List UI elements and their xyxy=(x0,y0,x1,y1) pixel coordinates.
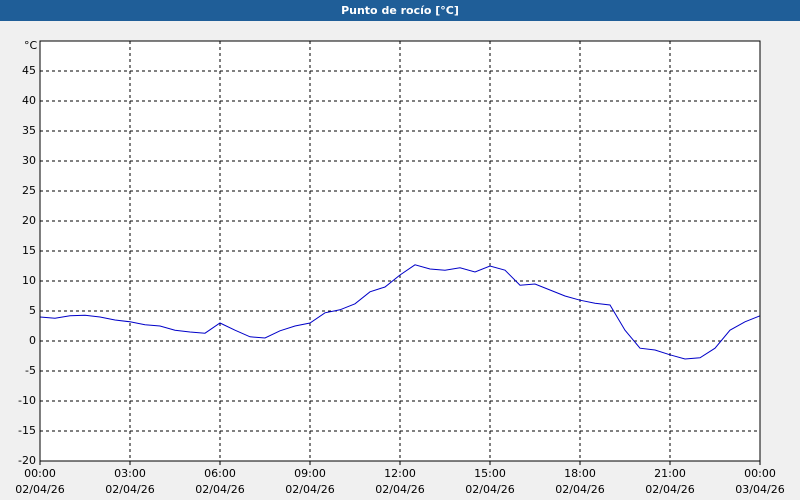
x-tick-date: 02/04/26 xyxy=(555,483,604,496)
x-tick-date: 02/04/26 xyxy=(15,483,64,496)
x-tick-label: 00:00 xyxy=(744,467,776,480)
x-tick-label: 18:00 xyxy=(564,467,596,480)
y-tick-label: 0 xyxy=(29,334,36,347)
y-tick-label: -10 xyxy=(18,394,36,407)
x-tick-label: 09:00 xyxy=(294,467,326,480)
y-tick-label: 15 xyxy=(22,244,36,257)
x-tick-label: 21:00 xyxy=(654,467,686,480)
x-tick-date: 03/04/26 xyxy=(735,483,784,496)
x-tick-date: 02/04/26 xyxy=(645,483,694,496)
title-bar xyxy=(0,0,800,21)
x-tick-label: 03:00 xyxy=(114,467,146,480)
y-tick-label: 5 xyxy=(29,304,36,317)
x-tick-label: 15:00 xyxy=(474,467,506,480)
plot-area xyxy=(39,40,761,462)
data-line xyxy=(39,264,761,360)
y-tick-label: -20 xyxy=(18,454,36,467)
x-tick-label: 06:00 xyxy=(204,467,236,480)
x-tick-date: 02/04/26 xyxy=(285,483,334,496)
x-tick-date: 02/04/26 xyxy=(375,483,424,496)
y-tick-label: -15 xyxy=(18,424,36,437)
y-tick-label: 35 xyxy=(22,124,36,137)
x-tick-date: 02/04/26 xyxy=(105,483,154,496)
y-tick-label: 30 xyxy=(22,154,36,167)
y-tick-label: 40 xyxy=(22,94,36,107)
y-tick-label: -5 xyxy=(25,364,36,377)
x-tick-label: 12:00 xyxy=(384,467,416,480)
y-tick-label: 10 xyxy=(22,274,36,287)
x-tick-label: 00:00 xyxy=(24,467,56,480)
chart-title: Punto de rocío [°C] xyxy=(341,4,459,17)
y-tick-label: 45 xyxy=(22,64,36,77)
x-tick-date: 02/04/26 xyxy=(465,483,514,496)
y-tick-label: 20 xyxy=(22,214,36,227)
y-tick-label: 25 xyxy=(22,184,36,197)
x-tick-date: 02/04/26 xyxy=(195,483,244,496)
y-unit: °C xyxy=(24,39,38,52)
